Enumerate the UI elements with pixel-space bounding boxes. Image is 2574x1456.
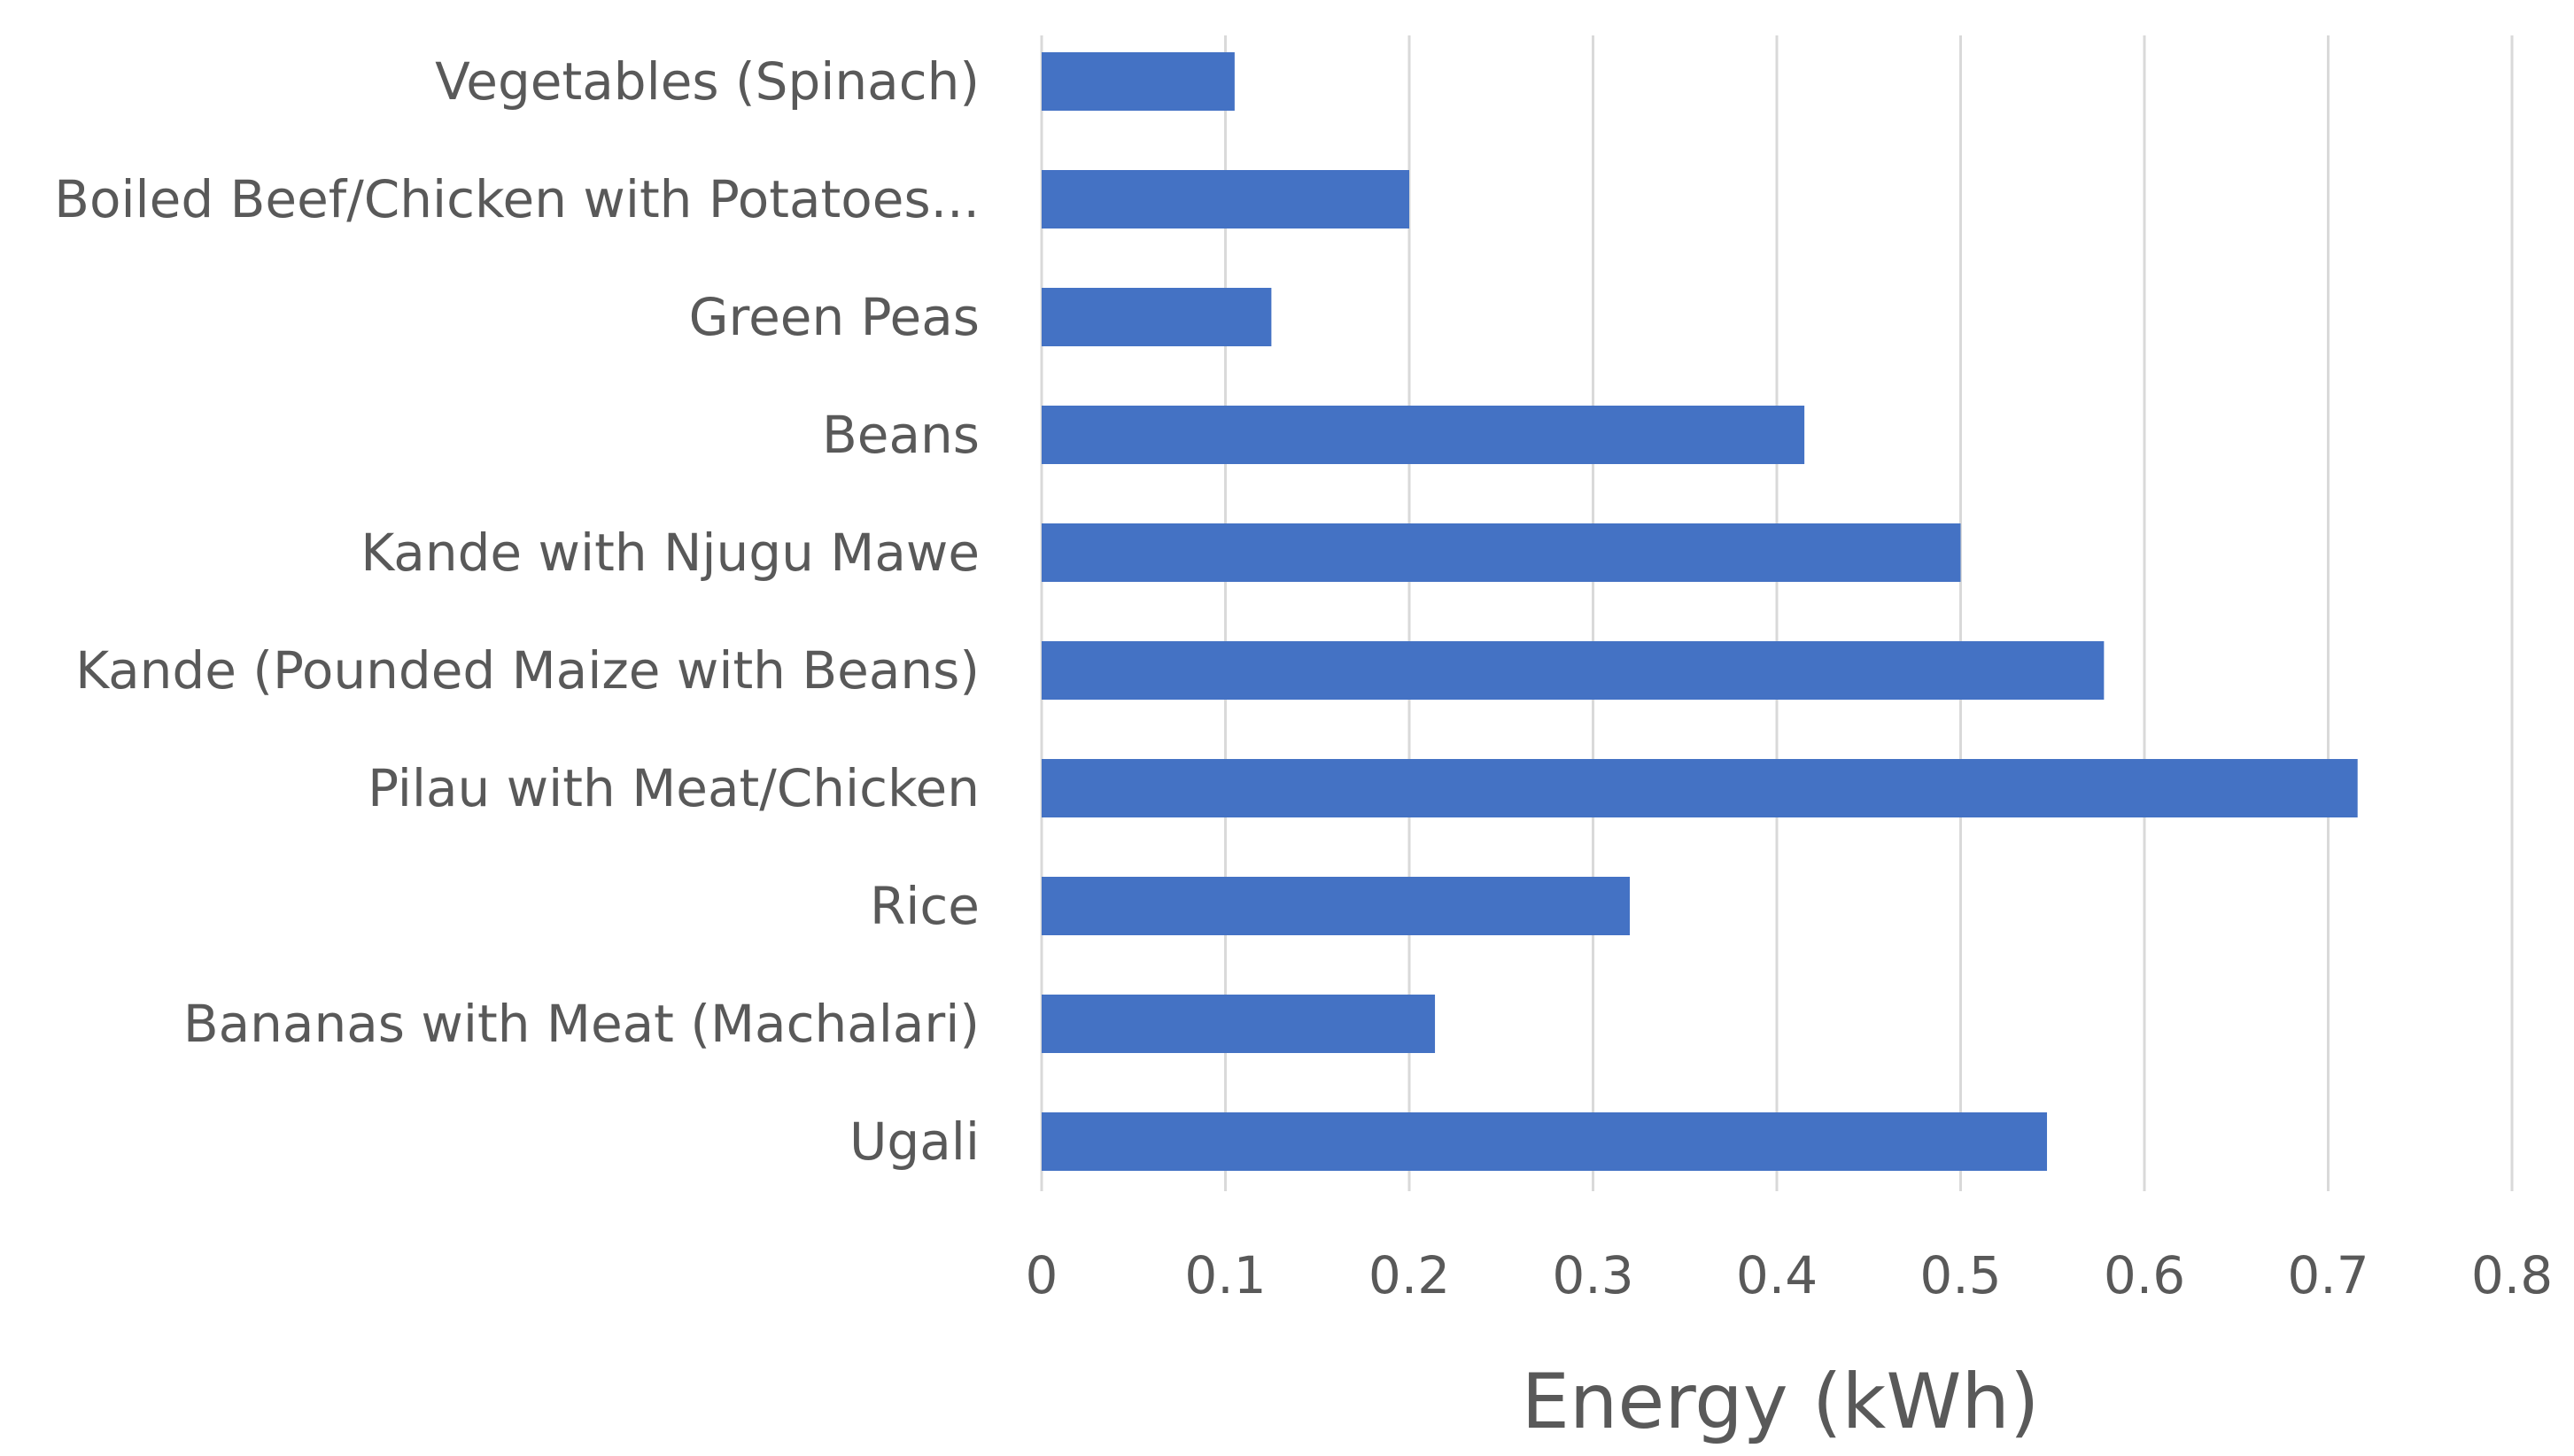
category-label: Vegetables (Spinach) [435, 51, 980, 112]
x-tick-label: 0.4 [1736, 1245, 1818, 1305]
bar [1042, 170, 1409, 228]
bars [1042, 52, 2358, 1171]
x-axis-title: Energy (kWh) [1522, 1358, 2040, 1446]
category-label: Bananas with Meat (Machalari) [183, 994, 980, 1054]
x-tick-label: 0.8 [2471, 1245, 2553, 1305]
x-tick-label: 0.3 [1552, 1245, 1633, 1305]
x-tick-label: 0 [1026, 1245, 1058, 1305]
x-tick-label: 0.5 [1919, 1245, 2001, 1305]
x-tick-labels: 0 0.1 0.2 0.3 0.4 0.5 0.6 0.7 0.8 [1026, 1245, 2554, 1305]
category-label: Green Peas [689, 287, 980, 347]
category-label: Kande with Njugu Mawe [361, 523, 980, 583]
bar [1042, 52, 1235, 111]
category-label: Pilau with Meat/Chicken [368, 758, 980, 818]
category-labels: Vegetables (Spinach) Boiled Beef/Chicken … [54, 51, 980, 1172]
x-tick-label: 0.6 [2104, 1245, 2185, 1305]
bar [1042, 759, 2358, 817]
bar [1042, 523, 1961, 582]
category-label: Ugali [849, 1111, 980, 1172]
category-label: Rice [870, 876, 980, 936]
category-label: Boiled Beef/Chicken with Potatoes... [54, 169, 980, 229]
category-label: Beans [822, 405, 980, 465]
bar [1042, 995, 1436, 1053]
x-tick-label: 0.2 [1368, 1245, 1450, 1305]
x-tick-label: 0.7 [2287, 1245, 2369, 1305]
bar [1042, 877, 1630, 935]
bar [1042, 641, 2105, 700]
x-tick-label: 0.1 [1184, 1245, 1266, 1305]
bar [1042, 288, 1272, 346]
bar [1042, 406, 1805, 464]
bar [1042, 1112, 2048, 1171]
category-label: Kande (Pounded Maize with Beans) [75, 640, 980, 701]
